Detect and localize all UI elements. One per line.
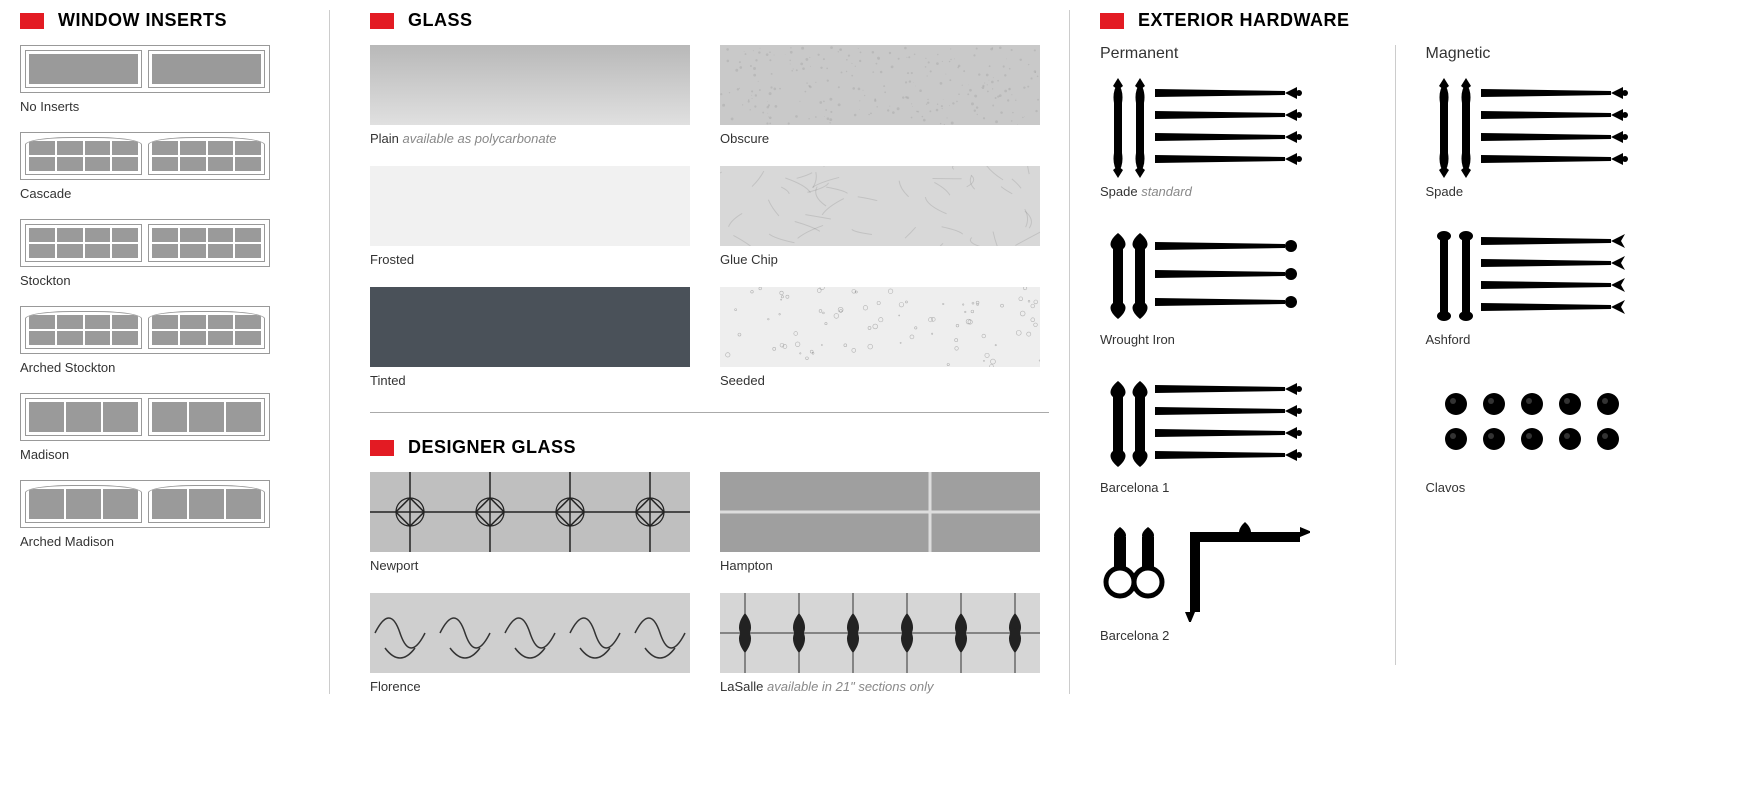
glass-item: Glue Chip — [720, 166, 1040, 267]
glass-swatch — [370, 45, 690, 125]
insert-swatch — [20, 45, 270, 93]
hardware-swatch — [1426, 369, 1636, 474]
glass-header: GLASS — [370, 10, 1049, 31]
insert-label: No Inserts — [20, 99, 309, 114]
glass-grid: Plain available as polycarbonate Obscure… — [370, 45, 1049, 388]
glass-label: Seeded — [720, 373, 1040, 388]
glass-item: Frosted — [370, 166, 690, 267]
hardware-swatch — [1426, 73, 1636, 178]
designer-glass-label: Newport — [370, 558, 690, 573]
designer-glass-item: Florence — [370, 593, 690, 694]
glass-item: Seeded — [720, 287, 1040, 388]
hardware-label: Barcelona 2 — [1100, 628, 1365, 643]
accent-square — [20, 13, 44, 29]
window-inserts-column: WINDOW INSERTS No Inserts Cascade Stockt… — [10, 10, 330, 694]
hardware-magnetic-col: Magnetic Spade Ashford — [1426, 45, 1691, 665]
glass-label: Tinted — [370, 373, 690, 388]
glass-label: Plain available as polycarbonate — [370, 131, 690, 146]
hardware-item: Ashford — [1426, 221, 1691, 347]
window-inserts-header: WINDOW INSERTS — [20, 10, 309, 31]
hardware-item: Spade — [1426, 73, 1691, 199]
magnetic-list: Spade Ashford Clavos — [1426, 73, 1691, 495]
window-inserts-list: No Inserts Cascade Stockton Arched Stock… — [20, 45, 309, 549]
hardware-header: EXTERIOR HARDWARE — [1100, 10, 1690, 31]
hardware-label: Barcelona 1 — [1100, 480, 1365, 495]
glass-label: Obscure — [720, 131, 1040, 146]
hardware-swatch — [1100, 517, 1310, 622]
hardware-label: Clavos — [1426, 480, 1691, 495]
insert-swatch — [20, 306, 270, 354]
options-page: WINDOW INSERTS No Inserts Cascade Stockt… — [10, 10, 1737, 694]
glass-item: Tinted — [370, 287, 690, 388]
designer-glass-label: Florence — [370, 679, 690, 694]
hardware-swatch — [1100, 73, 1310, 178]
permanent-list: Spade standard Wrought Iron Barcel — [1100, 73, 1365, 643]
insert-label: Arched Madison — [20, 534, 309, 549]
glass-swatch — [370, 287, 690, 367]
designer-glass-item: Newport — [370, 472, 690, 573]
hardware-label: Spade standard — [1100, 184, 1365, 199]
hardware-label: Ashford — [1426, 332, 1691, 347]
glass-label: Glue Chip — [720, 252, 1040, 267]
hardware-item: Barcelona 2 — [1100, 517, 1365, 643]
designer-glass-grid: Newport Hampton Florence LaSalle availab… — [370, 472, 1049, 694]
permanent-label: Permanent — [1100, 45, 1365, 63]
designer-glass-swatch — [370, 593, 690, 673]
glass-swatch — [720, 45, 1040, 125]
designer-glass-label: LaSalle available in 21" sections only — [720, 679, 1040, 694]
designer-glass-item: Hampton — [720, 472, 1040, 573]
accent-square — [1100, 13, 1124, 29]
hardware-item: Spade standard — [1100, 73, 1365, 199]
glass-swatch — [720, 166, 1040, 246]
hardware-swatch — [1100, 369, 1310, 474]
insert-label: Stockton — [20, 273, 309, 288]
insert-label: Madison — [20, 447, 309, 462]
insert-item: Stockton — [20, 219, 309, 288]
hardware-column: EXTERIOR HARDWARE Permanent Spade standa… — [1070, 10, 1710, 694]
hardware-swatch — [1100, 221, 1310, 326]
glass-item: Plain available as polycarbonate — [370, 45, 690, 146]
glass-label: Frosted — [370, 252, 690, 267]
insert-label: Arched Stockton — [20, 360, 309, 375]
hardware-label: Spade — [1426, 184, 1691, 199]
accent-square — [370, 440, 394, 456]
designer-glass-item: LaSalle available in 21" sections only — [720, 593, 1040, 694]
hardware-columns: Permanent Spade standard Wrought — [1100, 45, 1690, 665]
insert-swatch — [20, 132, 270, 180]
glass-title: GLASS — [408, 10, 473, 31]
magnetic-label: Magnetic — [1426, 45, 1691, 63]
hardware-item: Barcelona 1 — [1100, 369, 1365, 495]
insert-swatch — [20, 219, 270, 267]
insert-item: No Inserts — [20, 45, 309, 114]
insert-swatch — [20, 393, 270, 441]
glass-divider — [370, 412, 1049, 413]
insert-item: Arched Madison — [20, 480, 309, 549]
hardware-title: EXTERIOR HARDWARE — [1138, 10, 1350, 31]
insert-swatch — [20, 480, 270, 528]
accent-square — [370, 13, 394, 29]
glass-column: GLASS Plain available as polycarbonate O… — [330, 10, 1070, 694]
insert-item: Madison — [20, 393, 309, 462]
insert-label: Cascade — [20, 186, 309, 201]
designer-glass-swatch — [370, 472, 690, 552]
hardware-item: Clavos — [1426, 369, 1691, 495]
glass-swatch — [370, 166, 690, 246]
hardware-item: Wrought Iron — [1100, 221, 1365, 347]
insert-item: Arched Stockton — [20, 306, 309, 375]
designer-glass-label: Hampton — [720, 558, 1040, 573]
designer-glass-swatch — [720, 472, 1040, 552]
hardware-label: Wrought Iron — [1100, 332, 1365, 347]
window-inserts-title: WINDOW INSERTS — [58, 10, 227, 31]
glass-item: Obscure — [720, 45, 1040, 146]
hardware-swatch — [1426, 221, 1636, 326]
hardware-permanent-col: Permanent Spade standard Wrought — [1100, 45, 1396, 665]
designer-glass-title: DESIGNER GLASS — [408, 437, 576, 458]
insert-item: Cascade — [20, 132, 309, 201]
designer-glass-swatch — [720, 593, 1040, 673]
glass-swatch — [720, 287, 1040, 367]
designer-glass-header: DESIGNER GLASS — [370, 437, 1049, 458]
